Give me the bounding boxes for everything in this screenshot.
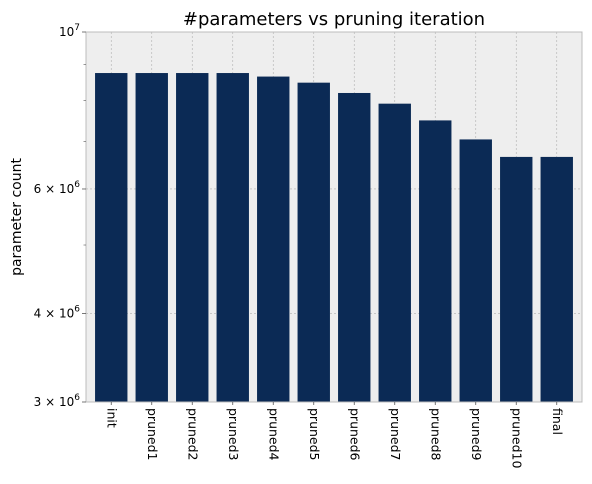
bars [95, 73, 573, 403]
plot-frame [85, 31, 583, 403]
bar-pruned1 [135, 73, 168, 403]
x-tick-label: pruned4 [266, 408, 281, 461]
bar-pruned9 [459, 139, 492, 403]
x-axis-ticks: init pruned1 pruned2 pruned3 pruned4 pruned5 p… [104, 402, 565, 468]
bar-pruned2 [176, 73, 209, 403]
bar-pruned4 [257, 76, 290, 402]
bar-pruned7 [378, 103, 411, 403]
x-tick-label: pruned3 [226, 408, 241, 461]
plot-area [86, 32, 582, 402]
x-tick-label: final [550, 408, 565, 435]
y-tick-label: 3 × 106 [34, 393, 81, 409]
y-tick-label: 4 × 106 [34, 305, 81, 321]
chart-title: #parameters vs pruning iteration [183, 9, 485, 30]
bar-pruned6 [338, 92, 371, 403]
x-tick-label: pruned10 [509, 408, 524, 468]
bar-pruned3 [216, 73, 249, 403]
x-tick-label: pruned5 [307, 408, 322, 461]
x-tick-label: pruned8 [428, 408, 443, 461]
bar-pruned5 [297, 82, 330, 402]
x-tick-label: init [104, 408, 119, 428]
x-tick-label: pruned9 [469, 408, 484, 461]
y-axis-label: parameter count [9, 158, 25, 276]
y-tick-label: 107 [59, 23, 80, 39]
bar-pruned8 [419, 120, 452, 403]
y-tick-label: 6 × 106 [34, 180, 81, 196]
bar-final [540, 156, 573, 402]
bar-init [95, 73, 128, 403]
x-tick-label: pruned6 [347, 408, 362, 461]
x-tick-label: pruned2 [185, 408, 200, 461]
x-tick-label: pruned7 [388, 408, 403, 461]
bar-pruned10 [500, 156, 533, 402]
y-axis-ticks: 107 6 × 106 4 × 106 3 × 106 [34, 23, 86, 409]
x-tick-label: pruned1 [145, 408, 160, 461]
